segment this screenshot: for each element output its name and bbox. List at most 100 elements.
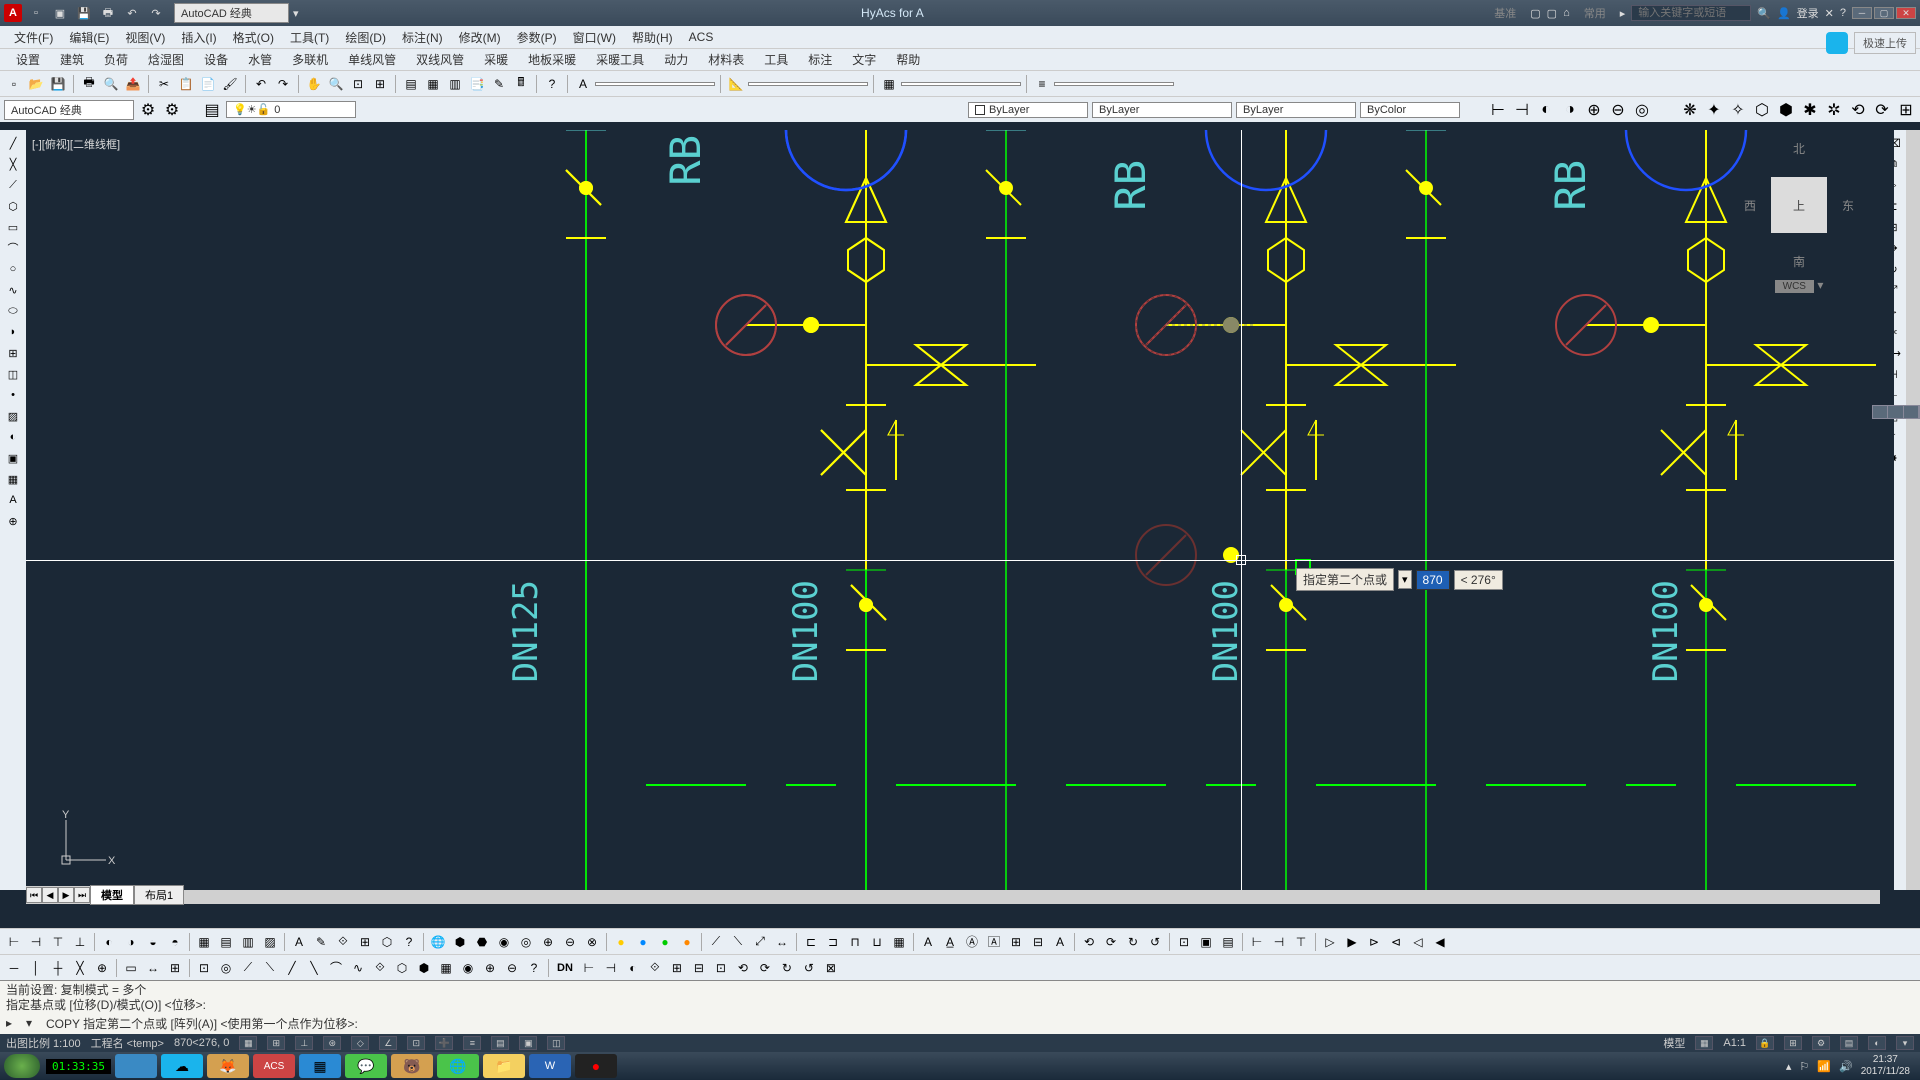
exchange-icon[interactable]: ✕ <box>1825 7 1834 20</box>
menu-dimension[interactable]: 标注(N) <box>394 27 451 48</box>
arc-tool[interactable]: ⌒ <box>4 239 22 257</box>
dim-style-btn[interactable]: 📐 <box>726 74 746 94</box>
minimize-button[interactable]: ─ <box>1852 7 1872 19</box>
tab-first[interactable]: ⏮ <box>26 887 42 903</box>
menu-acs[interactable]: ACS <box>681 28 722 46</box>
preview-btn[interactable]: 🔍 <box>101 74 121 94</box>
dimstyle-dropdown[interactable] <box>748 82 868 86</box>
tp-btn[interactable]: ▥ <box>445 74 465 94</box>
bt1-30[interactable]: ● <box>677 932 697 952</box>
mod-icon-7[interactable]: ✲ <box>1824 100 1844 120</box>
bt1-45[interactable]: ⊟ <box>1028 932 1048 952</box>
bt1-51[interactable]: ⊡ <box>1174 932 1194 952</box>
bt1-53[interactable]: ▤ <box>1218 932 1238 952</box>
viewcube-south[interactable]: 南 <box>1744 253 1854 270</box>
textstyle-dropdown[interactable] <box>595 82 715 86</box>
tab-icon3[interactable]: ⌂ <box>1563 7 1570 19</box>
status-s6[interactable]: ◐ <box>1868 1036 1886 1050</box>
mod-icon-4[interactable]: ⬡ <box>1752 100 1772 120</box>
bt1-49[interactable]: ↻ <box>1123 932 1143 952</box>
bt2-20[interactable]: ▦ <box>436 958 456 978</box>
mod-icon-9[interactable]: ⟳ <box>1872 100 1892 120</box>
tb2-heattool[interactable]: 采暖工具 <box>586 49 654 70</box>
bt1-58[interactable]: ▶ <box>1342 932 1362 952</box>
bt2-32[interactable]: ⟲ <box>733 958 753 978</box>
bt1-17[interactable]: ⬡ <box>377 932 397 952</box>
bt1-29[interactable]: ● <box>655 932 675 952</box>
viewcube-north[interactable]: 北 <box>1744 140 1854 157</box>
start-button[interactable] <box>4 1054 40 1078</box>
status-s5[interactable]: ▤ <box>1840 1036 1858 1050</box>
table-tool[interactable]: ▦ <box>4 470 22 488</box>
publish-btn[interactable]: 📤 <box>123 74 143 94</box>
redo-btn[interactable]: ↷ <box>273 74 293 94</box>
ws-settings-icon[interactable]: ⚙ <box>138 100 158 120</box>
tab-last[interactable]: ⏭ <box>74 887 90 903</box>
bt2-19[interactable]: ⬢ <box>414 958 434 978</box>
dyn-dropdown-icon[interactable]: ▾ <box>1398 570 1412 589</box>
tb2-help[interactable]: 帮助 <box>886 49 930 70</box>
tb2-dim[interactable]: 标注 <box>798 49 842 70</box>
viewcube-west[interactable]: 西 <box>1744 197 1756 214</box>
tb2-material[interactable]: 材料表 <box>698 49 754 70</box>
bt1-40[interactable]: A <box>918 932 938 952</box>
ellipsearc-tool[interactable]: ◗ <box>4 323 22 341</box>
menu-help[interactable]: 帮助(H) <box>624 27 681 48</box>
bt1-33[interactable]: ⤢ <box>750 932 770 952</box>
bt1-10[interactable]: ▤ <box>216 932 236 952</box>
bt1-22[interactable]: ◉ <box>494 932 514 952</box>
bt1-27[interactable]: ● <box>611 932 631 952</box>
taskbar-app-1[interactable] <box>115 1054 157 1078</box>
bt1-18[interactable]: ? <box>399 932 419 952</box>
horizontal-scrollbar[interactable] <box>26 890 1880 904</box>
bt2-21[interactable]: ◉ <box>458 958 478 978</box>
search-icon[interactable]: 🔍 <box>1757 7 1771 20</box>
bt1-57[interactable]: ▷ <box>1320 932 1340 952</box>
menu-draw[interactable]: 绘图(D) <box>337 27 394 48</box>
menu-file[interactable]: 文件(F) <box>6 27 61 48</box>
viewcube[interactable]: 北 西 上 东 南 WCS ▾ <box>1744 140 1854 290</box>
status-s4[interactable]: ⚙ <box>1812 1036 1830 1050</box>
bt1-28[interactable]: ● <box>633 932 653 952</box>
status-s7[interactable]: ▾ <box>1896 1036 1914 1050</box>
tb2-building[interactable]: 建筑 <box>50 49 94 70</box>
status-s1[interactable]: ▦ <box>1695 1036 1713 1050</box>
bt1-50[interactable]: ↺ <box>1145 932 1165 952</box>
polygon-tool[interactable]: ⬡ <box>4 197 22 215</box>
cloud-upload-button[interactable]: 极速上传 <box>1854 32 1916 54</box>
zoomw-btn[interactable]: ⊡ <box>348 74 368 94</box>
bt1-11[interactable]: ▥ <box>238 932 258 952</box>
bt1-44[interactable]: ⊞ <box>1006 932 1026 952</box>
plotstyle-dropdown[interactable]: ByColor <box>1360 102 1460 118</box>
bt1-60[interactable]: ⊲ <box>1386 932 1406 952</box>
mod-icon-6[interactable]: ✱ <box>1800 100 1820 120</box>
bt2-11[interactable]: ⟋ <box>238 958 258 978</box>
mod-icon-3[interactable]: ✧ <box>1728 100 1748 120</box>
bt1-7[interactable]: ◒ <box>143 932 163 952</box>
mod-icon-1[interactable]: ❋ <box>1680 100 1700 120</box>
line-tool[interactable]: ╱ <box>4 134 22 152</box>
tab-arrow[interactable]: ▸ <box>1620 7 1626 20</box>
copy-btn[interactable]: 📋 <box>176 74 196 94</box>
lwt-toggle[interactable]: ≡ <box>463 1036 481 1050</box>
dyn-toggle[interactable]: ➕ <box>435 1036 453 1050</box>
insert-tool[interactable]: ⊞ <box>4 344 22 362</box>
bt2-29[interactable]: ⊞ <box>667 958 687 978</box>
bt1-39[interactable]: ▦ <box>889 932 909 952</box>
bt2-2[interactable]: │ <box>26 958 46 978</box>
ucs-icon[interactable]: X Y <box>56 810 116 870</box>
bt2-31[interactable]: ⊡ <box>711 958 731 978</box>
bt1-12[interactable]: ▨ <box>260 932 280 952</box>
status-model[interactable]: 模型 <box>1663 1035 1685 1051</box>
bt1-24[interactable]: ⊕ <box>538 932 558 952</box>
bt1-55[interactable]: ⊣ <box>1269 932 1289 952</box>
ws-gear-icon[interactable]: ⚙ <box>162 100 182 120</box>
bt2-9[interactable]: ⊡ <box>194 958 214 978</box>
polar-toggle[interactable]: ⊛ <box>323 1036 341 1050</box>
tab-icon1[interactable]: ▢ <box>1530 7 1540 20</box>
mtext-tool[interactable]: A <box>4 491 22 509</box>
bt2-24[interactable]: ? <box>524 958 544 978</box>
redo-icon[interactable]: ↷ <box>148 5 164 21</box>
bt2-5[interactable]: ⊕ <box>92 958 112 978</box>
mlstyle-dropdown[interactable] <box>1054 82 1174 86</box>
